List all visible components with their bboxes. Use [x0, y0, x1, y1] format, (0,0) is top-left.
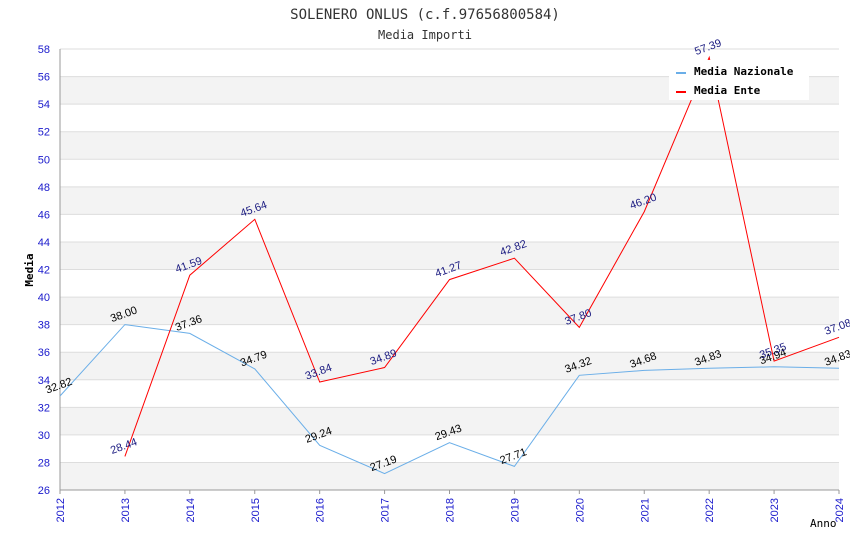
x-tick-label: 2015	[250, 498, 262, 522]
grid-band	[60, 352, 839, 380]
x-tick-label: 2016	[315, 498, 327, 522]
x-axis-ticks: 2012 2013 2014 2015 2016 2017 2018 2019 2020 2021…	[55, 490, 846, 522]
x-axis-label: Anno	[810, 517, 837, 530]
grid-bands	[60, 49, 839, 490]
chart-title: SOLENERO ONLUS (c.f.97656800584)	[290, 7, 560, 23]
legend-box	[669, 60, 809, 100]
y-tick-label: 30	[38, 430, 50, 442]
y-tick-label: 38	[38, 320, 50, 332]
y-axis-label: Media	[23, 253, 36, 286]
legend-label-media-ente: Media Ente	[694, 84, 761, 97]
x-tick-label: 2018	[445, 498, 457, 522]
grid-band	[60, 214, 839, 242]
chart-subtitle: Media Importi	[378, 28, 472, 42]
x-tick-label: 2019	[509, 498, 521, 522]
x-tick-label: 2023	[769, 498, 781, 522]
grid-band	[60, 462, 839, 490]
grid-band	[60, 297, 839, 325]
y-tick-label: 32	[38, 402, 50, 414]
grid-band	[60, 186, 839, 215]
y-tick-label: 46	[38, 209, 50, 221]
x-tick-label: 2024	[834, 498, 846, 522]
x-tick-label: 2014	[185, 498, 197, 522]
grid-band	[60, 407, 839, 435]
grid-band	[60, 324, 839, 353]
y-axis-ticks: 26 28 30 32 34 36 38 40 42 44 46 48 50 52 54 56 58	[38, 44, 50, 497]
x-tick-label: 2020	[574, 498, 586, 522]
y-tick-label: 48	[38, 182, 50, 194]
y-tick-label: 34	[38, 375, 50, 387]
y-tick-label: 26	[38, 485, 50, 497]
y-tick-label: 42	[38, 265, 50, 277]
grid-band	[60, 131, 839, 160]
grid-band	[60, 159, 839, 187]
x-tick-label: 2012	[55, 498, 67, 522]
y-tick-label: 54	[38, 99, 50, 111]
grid-band	[60, 104, 839, 132]
grid-band	[60, 241, 839, 270]
y-tick-label: 50	[38, 154, 50, 166]
x-tick-label: 2022	[704, 498, 716, 522]
grid-band	[60, 379, 839, 408]
y-tick-label: 52	[38, 127, 50, 139]
grid-band	[60, 269, 839, 298]
grid-lines	[60, 48, 839, 491]
series-lines	[59, 55, 840, 475]
y-tick-label: 58	[38, 44, 50, 56]
grid-band	[60, 434, 839, 463]
x-tick-label: 2021	[639, 498, 651, 522]
y-tick-label: 40	[38, 292, 50, 304]
x-tick-label: 2013	[120, 498, 132, 522]
y-tick-label: 44	[38, 237, 50, 249]
y-tick-label: 36	[38, 347, 50, 359]
series-line-media-nazionale	[59, 324, 840, 475]
x-tick-label: 2017	[380, 498, 392, 522]
y-tick-label: 28	[38, 457, 50, 469]
series-line-media-ente	[124, 55, 840, 457]
legend: Media Nazionale Media Ente	[669, 60, 809, 100]
legend-label-media-nazionale: Media Nazionale	[694, 65, 794, 78]
y-tick-label: 56	[38, 72, 50, 84]
